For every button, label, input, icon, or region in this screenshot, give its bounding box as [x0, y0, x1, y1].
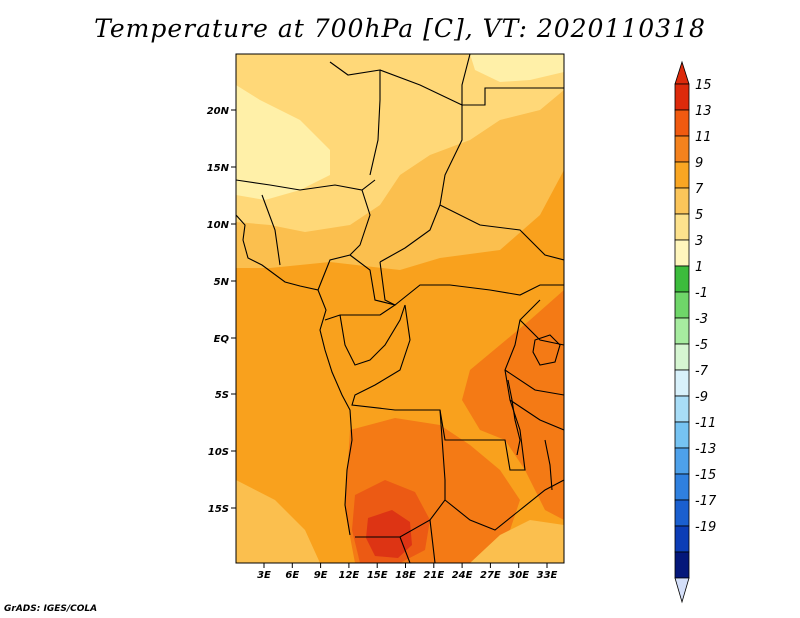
border-car	[379, 261, 564, 306]
colorbar-level-label: 7	[695, 182, 704, 197]
colorbar-swatch	[674, 447, 690, 475]
lat-tick-label: EQ	[214, 334, 230, 345]
lat-tick-label: 5S	[215, 390, 229, 401]
colorbar-swatch	[674, 239, 690, 267]
lat-tick-label: 20N	[207, 106, 230, 117]
colorbar-swatch	[674, 109, 690, 137]
warm-zone-southwest	[236, 480, 320, 563]
colorbar-level-label: -3	[695, 312, 708, 327]
border-angola-zambia	[355, 409, 446, 538]
colorbar-lower-arrow	[674, 577, 690, 604]
temperature-fill-layer	[236, 54, 564, 563]
border-zambia-south	[444, 479, 564, 531]
border-mali-niger	[329, 61, 381, 176]
lon-tick-label: 15E	[367, 570, 388, 581]
cool-zone-northeast	[470, 54, 564, 82]
lon-tick-label: 18E	[395, 570, 416, 581]
lon-tick-label: 9E	[314, 570, 328, 581]
lon-tick-label: 27E	[480, 570, 501, 581]
colorbar-level-label: -9	[695, 390, 708, 405]
border-east-africa	[504, 319, 564, 431]
lat-tick-label: 10N	[207, 220, 230, 231]
colorbar-level-label: -1	[695, 286, 708, 301]
lat-tick-label: 15S	[208, 504, 229, 515]
lon-tick-label: 33E	[537, 570, 558, 581]
colorbar-swatch	[674, 83, 690, 111]
colorbar-level-label: 3	[695, 234, 703, 249]
latitude-axis: 20N 15N 10N 5N EQ 5S 10S 15S	[207, 106, 236, 515]
lat-tick-label: 15N	[207, 163, 230, 174]
map-frame	[235, 53, 565, 564]
colorbar-level-label: 15	[695, 78, 712, 93]
border-chad-sudan	[462, 87, 564, 106]
colorbar-swatch	[674, 213, 690, 241]
lon-tick-label: 24E	[452, 570, 473, 581]
border-sudan-southsudan	[439, 204, 564, 261]
colorbar-level-label: -11	[695, 416, 716, 431]
lon-tick-label: 12E	[339, 570, 360, 581]
coastline-west	[236, 214, 353, 536]
warm-zone-southeast	[470, 520, 564, 563]
colorbar-level-label: -7	[695, 364, 709, 379]
colorbar-swatch	[674, 369, 690, 397]
colorbar-level-label: -19	[695, 520, 716, 535]
colorbar-swatch	[674, 265, 690, 293]
colorbar-swatch	[674, 421, 690, 449]
colorbar-level-label: 13	[695, 104, 712, 119]
lon-tick-label: 21E	[423, 570, 444, 581]
colorbar-swatch	[674, 317, 690, 345]
colorbar-swatch	[674, 135, 690, 163]
colorbar-swatch	[674, 161, 690, 189]
lat-tick-label: 5N	[214, 277, 230, 288]
lon-tick-label: 30E	[508, 570, 529, 581]
chart-title: Temperature at 700hPa [C], VT: 202011031…	[94, 14, 706, 43]
border-namibia-botswana	[399, 519, 436, 563]
lake-tanganyika	[507, 379, 521, 456]
colorbar-level-label: -13	[695, 442, 716, 457]
colorbar-level-label: -15	[695, 468, 716, 483]
border-gabon-congo	[339, 304, 406, 366]
colorbar-swatch	[674, 499, 690, 527]
colorbar-swatch	[674, 291, 690, 319]
colorbar-swatch	[674, 525, 690, 553]
colorbar-level-label: -17	[695, 494, 717, 509]
colorbar-swatch	[674, 551, 690, 579]
longitude-axis: 3E 6E 9E 12E 15E 18E 21E 24E 27E 30E 33E	[257, 563, 558, 581]
colorbar-swatch	[674, 395, 690, 423]
colorbar-level-label: -5	[695, 338, 708, 353]
country-borders	[236, 54, 564, 563]
colorbar-swatch	[674, 473, 690, 501]
colorbar: 15 13 11 9 7 5 3 1 -1 -3 -5 -7 -9 -11 -13 -15 -17 -19	[674, 60, 717, 604]
colorbar-upper-arrow	[674, 60, 690, 85]
border-burkina-niger	[236, 179, 376, 191]
colorbar-level-label: 5	[695, 208, 703, 223]
colorbar-level-label: 11	[695, 130, 712, 145]
lake-malawi	[544, 439, 553, 491]
lon-tick-label: 6E	[285, 570, 299, 581]
colorbar-swatch	[674, 187, 690, 215]
border-nigeria	[261, 189, 371, 291]
lon-tick-label: 3E	[257, 570, 271, 581]
credit-text: GrADS: IGES/COLA	[4, 604, 98, 614]
lat-tick-label: 10S	[208, 447, 229, 458]
colorbar-level-label: 1	[695, 260, 703, 275]
colorbar-swatch	[674, 343, 690, 371]
cool-zone-north	[236, 85, 330, 200]
colorbar-level-label: 9	[695, 156, 703, 171]
hottest-zone-south	[366, 510, 412, 558]
lake-victoria	[532, 334, 561, 366]
